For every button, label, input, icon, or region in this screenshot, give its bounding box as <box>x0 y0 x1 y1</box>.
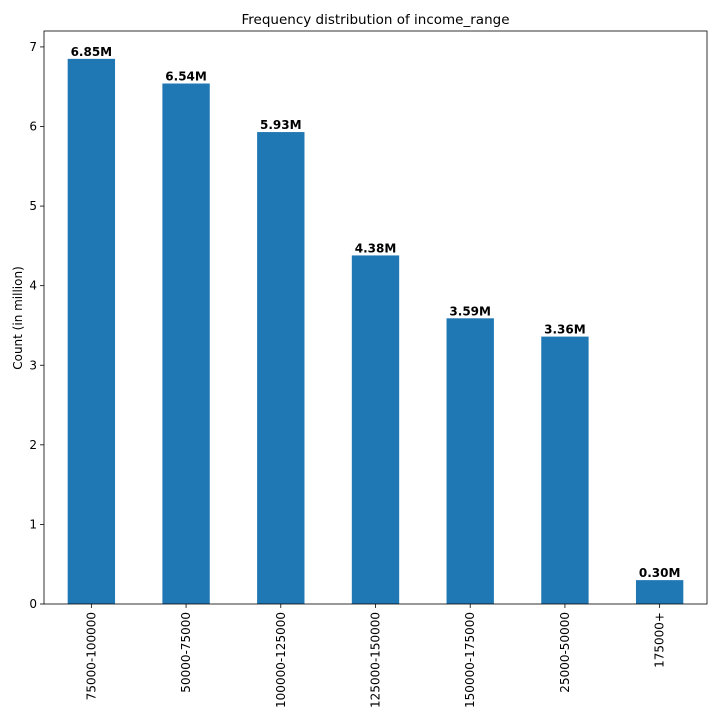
x-tick-label: 50000-75000 <box>179 612 193 693</box>
data-label: 3.59M <box>449 304 491 318</box>
data-label: 3.36M <box>544 323 586 337</box>
y-tick-label: 1 <box>29 517 37 531</box>
y-tick-label: 3 <box>29 358 37 372</box>
data-label: 5.93M <box>260 118 302 132</box>
bars <box>67 58 684 605</box>
bar-150000-175000 <box>446 318 494 604</box>
x-tick-label: 175000+ <box>653 612 667 668</box>
y-tick-label: 6 <box>29 120 37 134</box>
x-tick-label: 100000-125000 <box>274 612 288 708</box>
data-label: 6.54M <box>165 70 207 84</box>
data-label: 0.30M <box>639 566 681 580</box>
x-tick-label: 75000-100000 <box>84 612 98 700</box>
x-axis-ticks: 75000-100000 50000-75000 100000-125000 1250… <box>84 604 667 708</box>
x-tick-label: 25000-50000 <box>558 612 572 693</box>
bar-175000+ <box>635 580 684 605</box>
data-label: 4.38M <box>355 241 397 255</box>
y-tick-label: 2 <box>29 438 37 452</box>
chart-title: Frequency distribution of income_range <box>241 12 509 28</box>
plot-area: 6.85M6.54M5.93M4.38M3.59M3.36M0.30M75000… <box>29 30 708 708</box>
y-tick-label: 4 <box>29 279 37 293</box>
y-axis-label: Count (in million) <box>11 266 25 370</box>
x-tick-label: 150000-175000 <box>463 612 477 708</box>
data-label: 6.85M <box>71 45 113 59</box>
y-tick-label: 5 <box>29 199 37 213</box>
bar-75000-100000 <box>67 58 116 605</box>
y-axis-ticks: 0 1 2 3 4 5 6 7 <box>29 40 44 611</box>
bar-25000-50000 <box>541 336 589 604</box>
y-tick-label: 7 <box>29 40 37 54</box>
y-tick-label: 0 <box>29 597 37 611</box>
bar-50000-75000 <box>162 83 210 604</box>
data-labels: 6.85M 6.54M 5.93M 4.38M 3.59M 3.36M 0.30M <box>71 45 681 580</box>
bar-125000-150000 <box>351 255 400 604</box>
x-tick-label: 125000-150000 <box>369 612 383 708</box>
bar-100000-125000 <box>257 132 305 604</box>
